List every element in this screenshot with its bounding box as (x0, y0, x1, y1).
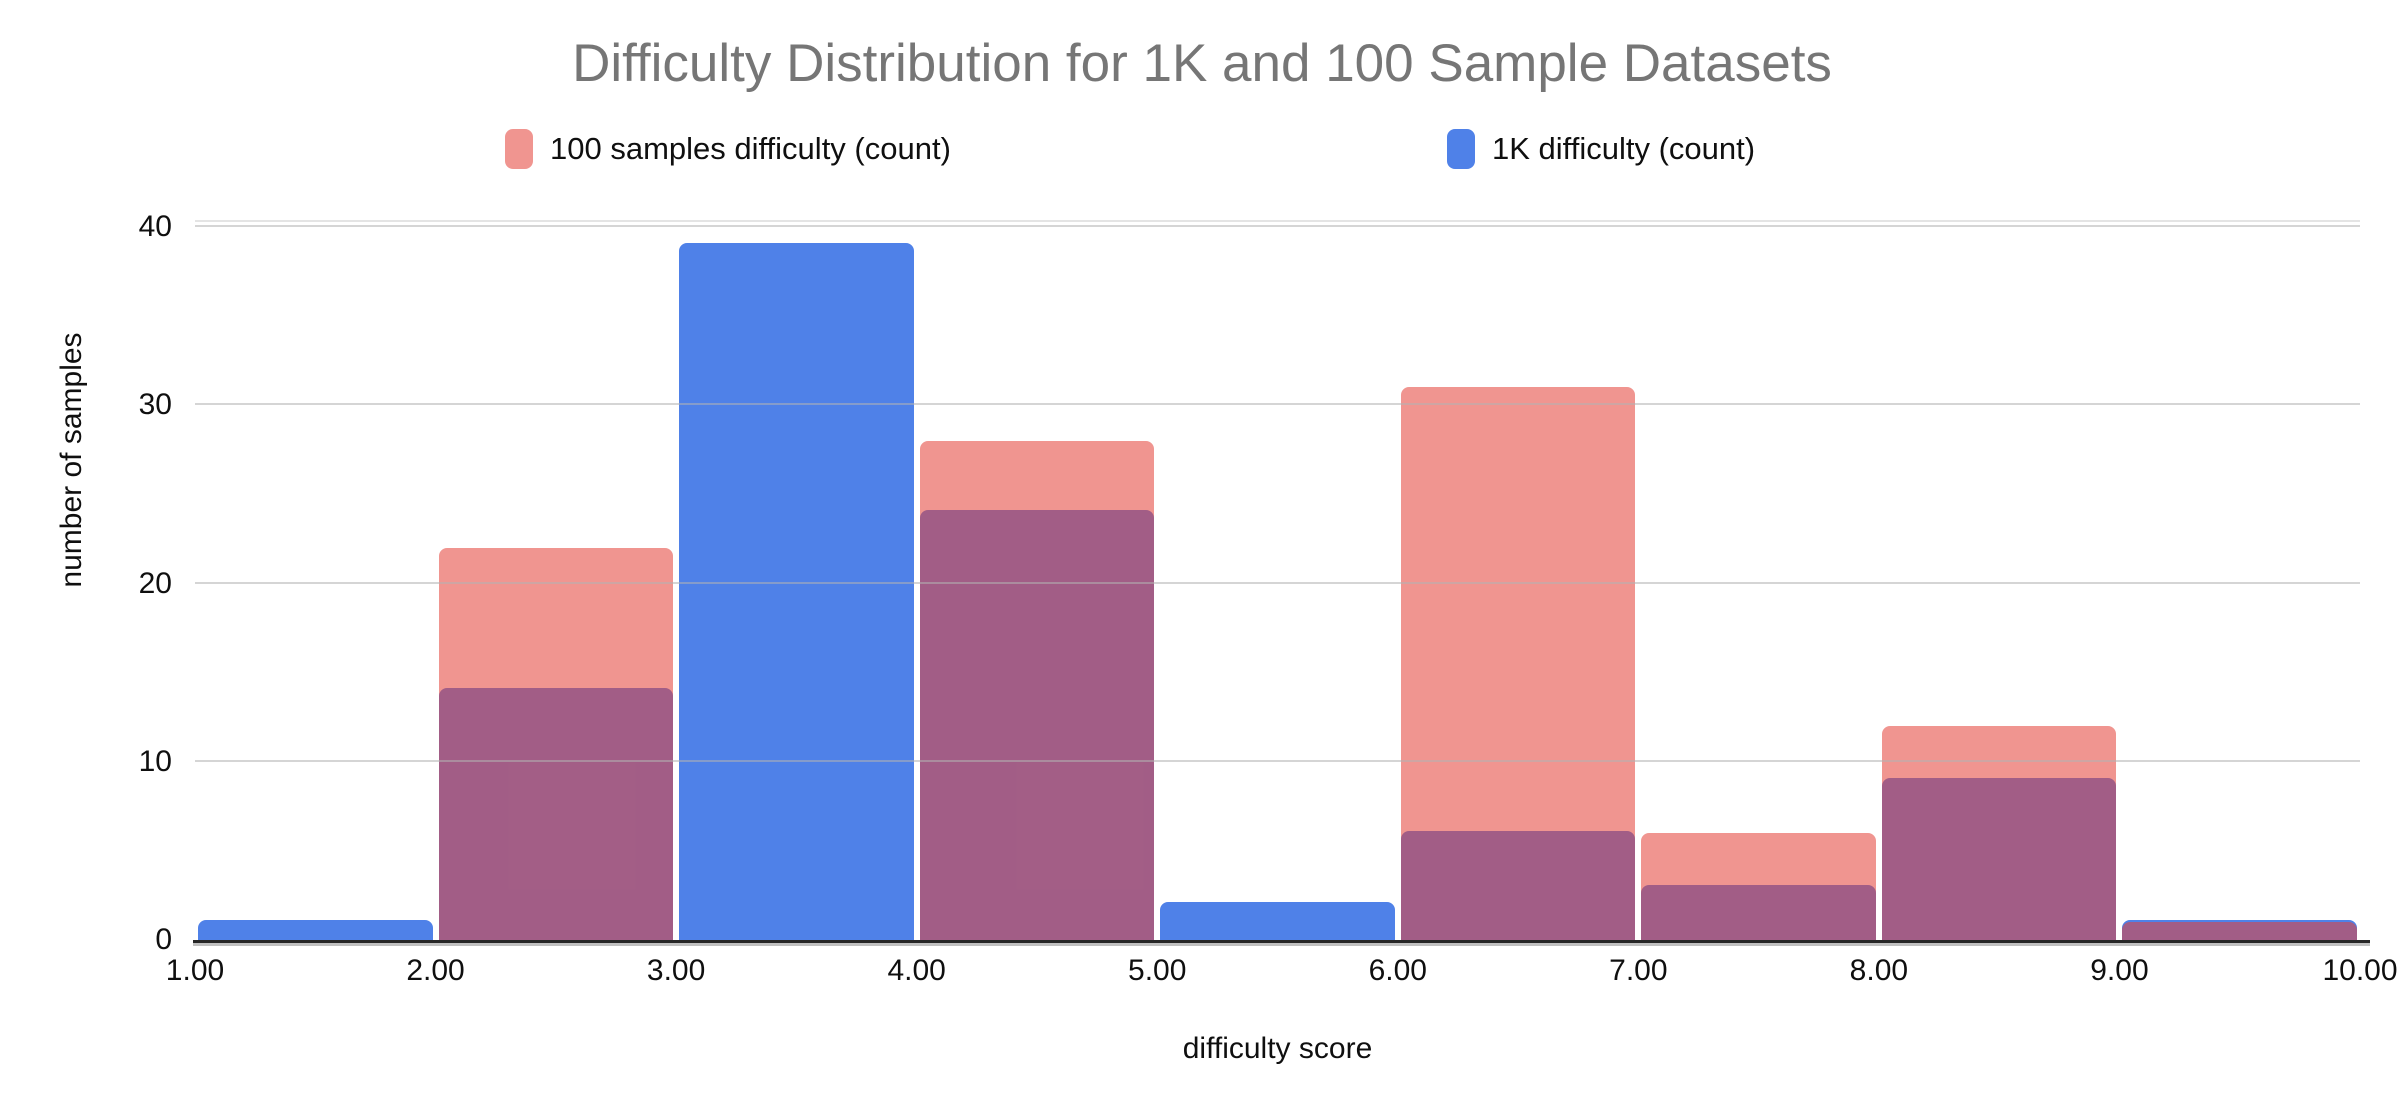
x-tick-label-7.00: 7.00 (1609, 954, 1668, 987)
x-tick-label-10.00: 10.00 (2322, 954, 2398, 987)
legend-swatch-1k-icon (1447, 129, 1475, 169)
y-tick-label-40: 40 (138, 210, 172, 243)
chart-title: Difficulty Distribution for 1K and 100 S… (572, 34, 1832, 93)
bar-100-samples-difficulty-count-bin-6-7[interactable] (1400, 387, 1636, 940)
gridline-top-extra (195, 220, 2360, 222)
x-tick-label-4.00: 4.00 (887, 954, 946, 987)
x-tick-label-2.00: 2.00 (406, 954, 465, 987)
x-tick-label-5.00: 5.00 (1128, 954, 1187, 987)
y-tick-label-20: 20 (138, 566, 172, 600)
gridline-40 (195, 225, 2360, 227)
x-axis-tick-labels: 1.00 2.00 3.00 4.00 5.00 6.00 7.00 8.00 9.00 10.0… (166, 954, 2398, 996)
bar-1k-difficulty-count-bin-1-2[interactable] (198, 920, 433, 940)
bar-100-samples-difficulty-count-bin-4-5[interactable] (919, 440, 1155, 940)
x-tick-label-8.00: 8.00 (1849, 954, 1909, 987)
x-axis-line (193, 940, 2370, 943)
x-tick-label-3.00: 3.00 (646, 954, 706, 987)
x-tick-label-1.00: 1.00 (165, 954, 225, 987)
bar-100-samples-difficulty-count-bin-9-10[interactable] (2122, 922, 2357, 940)
y-axis-tick-labels: 0 10 20 30 40 (0, 210, 172, 956)
y-tick-label-0: 0 (155, 923, 172, 956)
bar-100-samples-difficulty-count-bin-2-3[interactable] (438, 547, 674, 940)
legend-label-1k: 1K difficulty (count) (1492, 131, 1756, 166)
x-tick-label-6.00: 6.00 (1368, 954, 1427, 987)
legend-item-1k[interactable]: 1K difficulty (count) (1447, 124, 1755, 174)
bar-1k-difficulty-count-bin-3-4[interactable] (679, 242, 914, 940)
x-tick-label-9.00: 9.00 (2090, 954, 2149, 987)
legend-item-100-samples[interactable]: 100 samples difficulty (count) (505, 124, 951, 174)
x-axis-title: difficulty score (1182, 1032, 1373, 1065)
bar-1k-difficulty-count-bin-5-6[interactable] (1160, 902, 1395, 940)
legend-label-100-samples: 100 samples difficulty (count) (550, 131, 951, 166)
bar-100-samples-difficulty-count-bin-7-8[interactable] (1641, 833, 1876, 940)
plot-area[interactable] (193, 220, 2370, 943)
gridline-30 (195, 403, 2360, 406)
legend-swatch-100-samples-icon (505, 129, 533, 169)
gridline-10 (195, 759, 2360, 762)
y-tick-label-30: 30 (138, 388, 172, 422)
gridline-20 (195, 581, 2360, 584)
bar-100-samples-difficulty-count-bin-8-9[interactable] (1881, 726, 2117, 940)
y-tick-label-10: 10 (138, 744, 172, 778)
